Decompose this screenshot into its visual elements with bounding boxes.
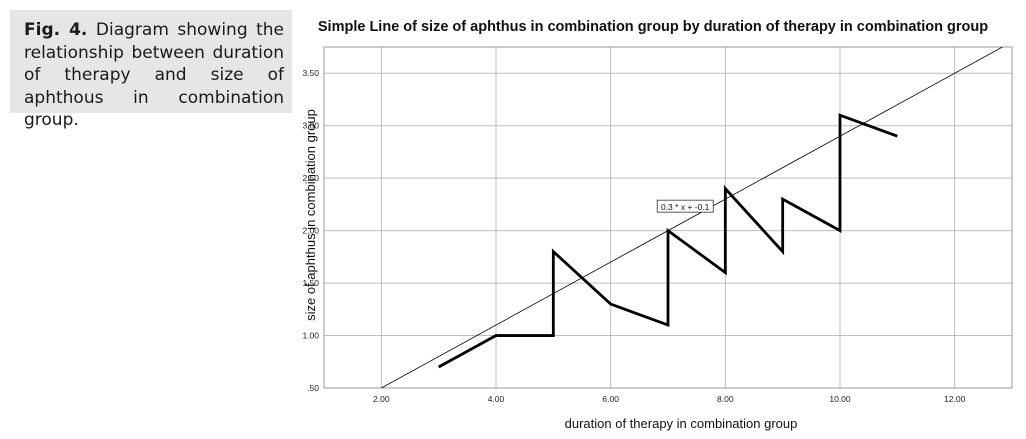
y-tick-label: 1.50	[302, 278, 319, 288]
plot-frame	[323, 46, 1013, 389]
figure-caption: Fig. 4. Diagram showing the relationship…	[10, 10, 292, 130]
x-tick-label: 2.00	[373, 394, 390, 404]
data-series-line	[437, 113, 898, 369]
fit-label-box	[656, 199, 714, 213]
y-tick-label: .50	[307, 383, 319, 393]
chart-title: Simple Line of size of aphthus in combin…	[318, 19, 988, 35]
x-tick-label: 6.00	[602, 394, 619, 404]
fit-line	[381, 47, 1004, 388]
y-tick-label: 2.00	[302, 226, 319, 236]
y-tick-label: 1.00	[302, 331, 319, 341]
x-axis-label: duration of therapy in combination group	[565, 416, 798, 431]
plot-area: 2.00 4.00 6.00 8.00 10.00 12.00 .50 1.00 1.50 2.0…	[302, 46, 1013, 404]
fit-equation-label: 0.3 * x + -0.1	[661, 202, 710, 212]
figure-label: Fig. 4.	[24, 20, 88, 40]
x-tick-label: 4.00	[488, 394, 505, 404]
y-tick-label: 3.50	[302, 68, 319, 78]
y-tick-label: 2.50	[302, 173, 319, 183]
x-tick-label: 10.00	[829, 394, 851, 404]
figure-caption-text: Diagram showing the relationship between…	[24, 20, 285, 130]
x-tick-label: 8.00	[717, 394, 734, 404]
x-tick-label: 12.00	[944, 394, 966, 404]
y-axis-label: size of aphthus in combination group	[303, 109, 318, 321]
y-tick-label: 3.00	[302, 121, 319, 131]
